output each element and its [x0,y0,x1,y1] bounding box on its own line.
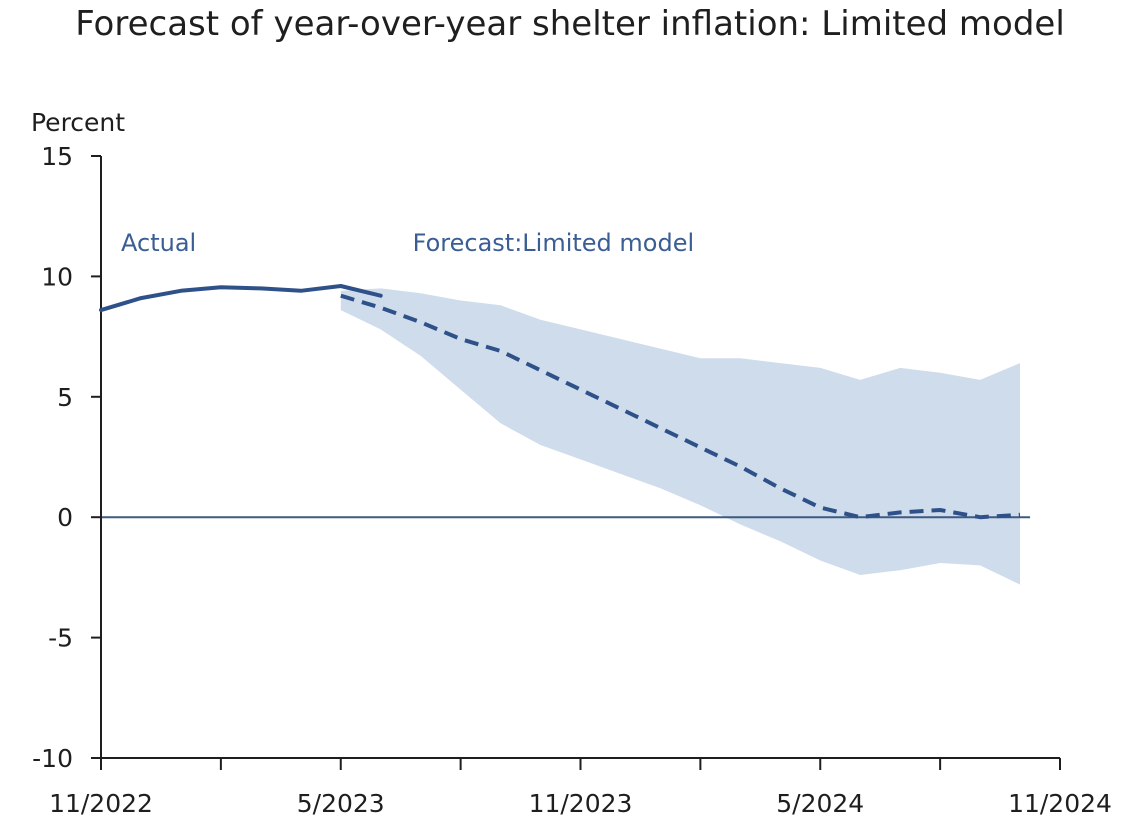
actual-series-label: Actual [121,229,196,257]
x-tick-label: 11/2024 [1008,789,1112,818]
y-tick-label: -10 [32,744,73,773]
y-tick-label: 5 [57,383,73,412]
x-tick-label: 11/2023 [529,789,633,818]
actual-series-line [99,284,383,313]
label-layer: Actual Forecast:Limited model [121,229,694,257]
axis-layer: -10 -5 0 5 10 15 Percent 11/2022 5/2023 11/2023 5/… [31,108,1112,818]
y-tick-label: -5 [48,624,73,653]
y-tick-label: 10 [41,262,73,291]
forecast-series-line [340,293,1021,520]
series-layer [99,284,1021,520]
x-tick-label: 5/2023 [297,789,385,818]
x-tick-label: 11/2022 [49,789,153,818]
forecast-series-label: Forecast:Limited model [413,229,694,257]
y-axis-unit-label: Percent [31,108,125,137]
forecast-band [340,288,1020,585]
y-tick-label: 0 [57,503,73,532]
chart-title: Forecast of year-over-year shelter infla… [75,4,1065,44]
x-tick-label: 5/2024 [776,789,864,818]
y-tick-label: 15 [41,142,73,171]
forecast-band-layer [340,288,1020,585]
